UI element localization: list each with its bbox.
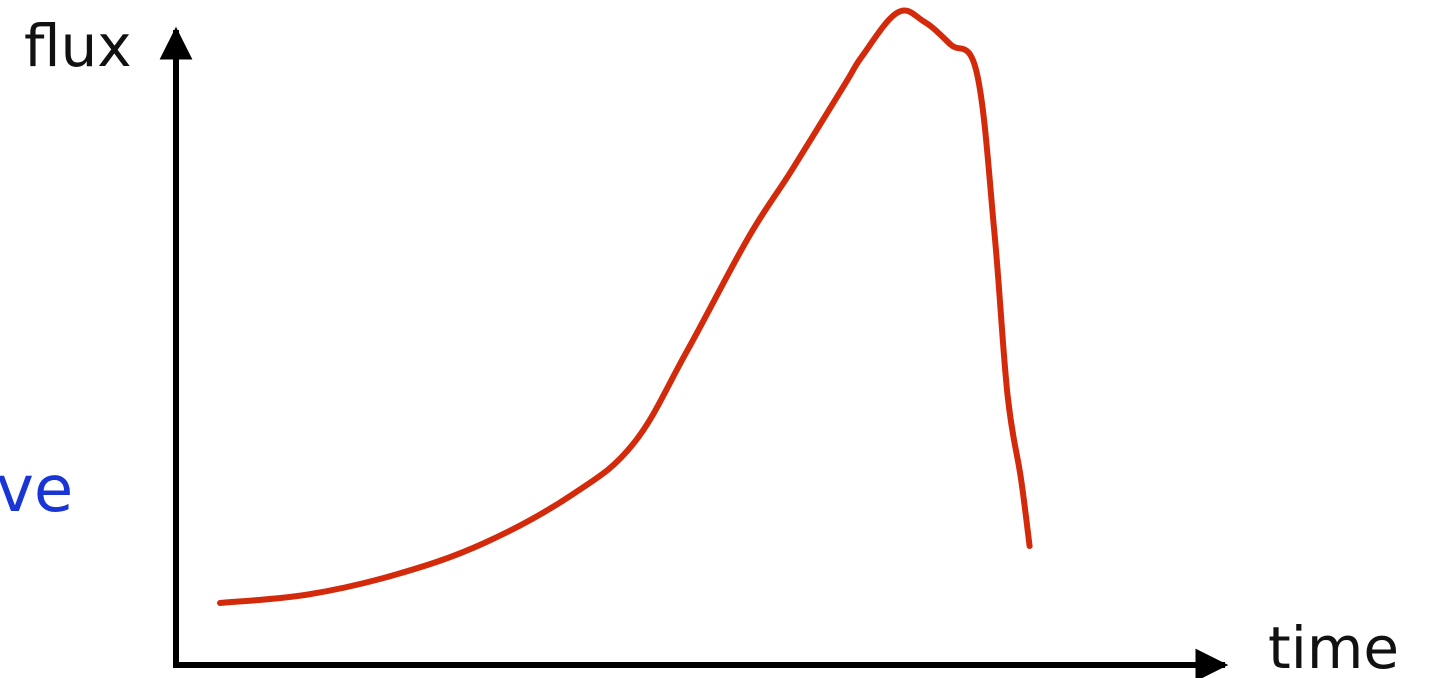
- series-group: [217, 7, 1033, 606]
- light-curve-line: [217, 7, 1033, 606]
- y-axis-label: flux: [24, 12, 132, 80]
- x-axis-label: time: [1268, 614, 1399, 678]
- side-text: ve: [0, 453, 73, 527]
